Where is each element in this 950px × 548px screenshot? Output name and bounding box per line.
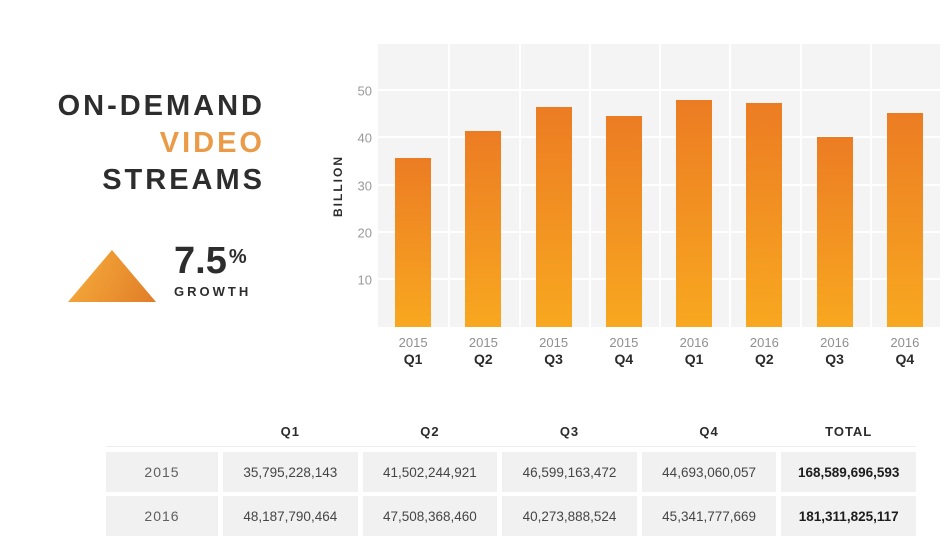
- table-header-cell: Q2: [420, 424, 440, 439]
- y-axis-ticks: 10 20 30 40 50: [330, 44, 372, 327]
- y-tick-label: 30: [357, 178, 372, 193]
- x-tick-label: 2015 Q1: [378, 335, 448, 369]
- x-tick-quarter: Q1: [403, 351, 423, 368]
- gridline-v: [659, 44, 661, 327]
- x-tick-quarter: Q1: [684, 351, 704, 368]
- x-tick-year: 2015: [468, 335, 498, 350]
- table-row: 2016 48,187,790,464 47,508,368,460 40,273,8…: [106, 496, 916, 536]
- growth-value: 7.5%: [174, 242, 251, 280]
- bar: [535, 107, 572, 327]
- table-body: 2015 35,795,228,143 41,502,244,921 46,599,1…: [106, 446, 916, 536]
- x-tick-label: 2016 Q2: [729, 335, 799, 369]
- x-tick-label: 2016 Q4: [870, 335, 940, 369]
- x-tick-year: 2015: [539, 335, 569, 350]
- bar: [465, 131, 502, 327]
- gridline-v: [729, 44, 732, 327]
- x-tick-quarter: Q4: [895, 351, 915, 368]
- x-tick-quarter: Q2: [755, 351, 774, 368]
- gridline-v: [799, 44, 802, 327]
- table-header-row: Q1 Q2 Q3 Q4 TOTAL: [106, 424, 916, 439]
- growth-number: 7.5: [174, 240, 227, 282]
- x-tick-year: 2015: [398, 335, 428, 350]
- y-tick-label: 50: [357, 83, 372, 99]
- title-line-video: VIDEO: [159, 127, 265, 159]
- percent-sign: %: [228, 246, 247, 268]
- table-header-cell: TOTAL: [825, 424, 873, 439]
- gridline-v: [448, 44, 451, 327]
- x-tick-quarter: Q2: [474, 351, 493, 368]
- growth-label: GROWTH: [174, 284, 252, 299]
- x-tick-quarter: Q3: [544, 351, 563, 368]
- total-cell: 168,589,696,593: [781, 452, 916, 492]
- x-axis-labels: 2015 Q1 2015 Q2 2015 Q3 2015 Q4 2016 Q1 2016 Q2 2016…: [378, 335, 940, 369]
- row-label-cell: 2015: [106, 452, 218, 492]
- table-row: 2015 35,795,228,143 41,502,244,921 46,599,1…: [106, 452, 916, 492]
- value-cell: 46,599,163,472: [502, 452, 637, 492]
- growth-text: 7.5% GROWTH: [174, 242, 251, 299]
- title-line-streams: STREAMS: [102, 164, 265, 196]
- bar: [605, 116, 642, 327]
- x-tick-year: 2015: [609, 335, 639, 350]
- x-tick-year: 2016: [890, 335, 920, 350]
- value-cell: 40,273,888,524: [502, 496, 637, 536]
- table-header-cell: Q3: [559, 424, 580, 439]
- gridline-v: [518, 44, 521, 327]
- value-cell: 35,795,228,143: [223, 452, 358, 492]
- value-cell: 41,502,244,921: [362, 452, 498, 492]
- y-tick-label: 10: [357, 272, 372, 288]
- title-block: ON-DEMAND VIDEO STREAMS 7.5% GROWTH: [0, 0, 300, 330]
- growth-indicator: 7.5% GROWTH: [68, 242, 251, 302]
- table-header-cell: Q4: [699, 424, 719, 439]
- bar-chart: BILLION 10 20 30 40 50 2015 Q1 2015 Q2 2015 Q3 201…: [330, 40, 942, 375]
- page-title: ON-DEMAND VIDEO STREAMS: [0, 88, 265, 199]
- x-tick-year: 2016: [820, 335, 850, 350]
- y-tick-label: 40: [357, 130, 372, 146]
- growth-triangle-icon: [68, 250, 156, 302]
- gridline-v: [588, 44, 591, 327]
- value-cell: 47,508,368,460: [362, 496, 498, 536]
- x-tick-quarter: Q3: [825, 351, 844, 368]
- x-tick-label: 2015 Q2: [448, 335, 518, 369]
- total-cell: 181,311,825,117: [781, 496, 916, 536]
- plot-area: [378, 44, 940, 327]
- row-label-cell: 2016: [106, 496, 218, 536]
- x-tick-quarter: Q4: [614, 351, 634, 368]
- x-tick-year: 2016: [679, 335, 709, 350]
- table-header-spacer: [106, 424, 218, 439]
- bar: [676, 99, 713, 327]
- x-tick-year: 2016: [749, 335, 779, 350]
- x-tick-label: 2016 Q1: [659, 335, 729, 369]
- data-table: Q1 Q2 Q3 Q4 TOTAL 2015 35,795,228,143 41,502,2…: [106, 424, 916, 540]
- bar: [395, 158, 432, 327]
- title-line-on-demand: ON-DEMAND: [57, 90, 265, 122]
- x-tick-label: 2015 Q3: [519, 335, 589, 369]
- table-header-cell: Q1: [280, 424, 300, 439]
- bar: [886, 113, 923, 327]
- value-cell: 48,187,790,464: [223, 496, 358, 536]
- gridline-v: [869, 44, 872, 327]
- value-cell: 45,341,777,669: [641, 496, 777, 536]
- bar: [816, 137, 853, 327]
- bar: [746, 102, 783, 327]
- value-cell: 44,693,060,057: [641, 452, 777, 492]
- x-tick-label: 2015 Q4: [589, 335, 659, 369]
- x-tick-label: 2016 Q3: [800, 335, 870, 369]
- y-tick-label: 20: [357, 225, 372, 241]
